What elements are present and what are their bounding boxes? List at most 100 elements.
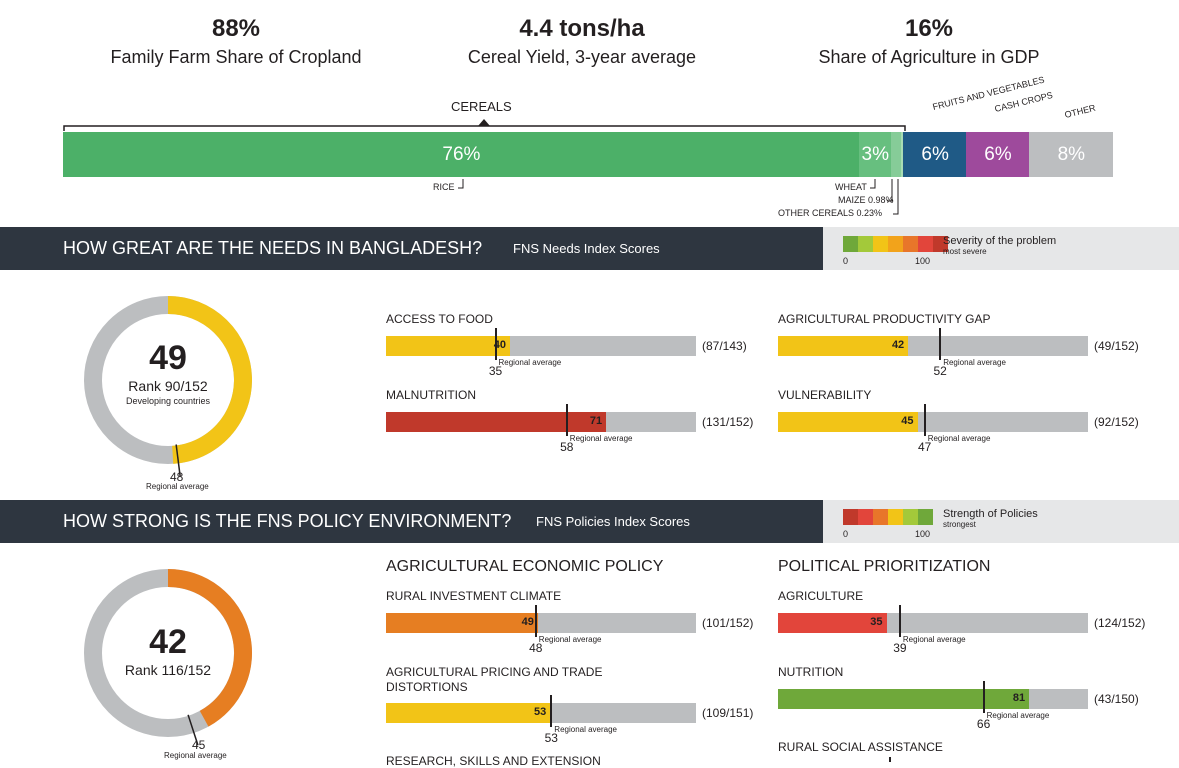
indicator-score: 53 [534, 706, 547, 718]
indicator-fill [778, 336, 909, 356]
indicator-track: 81 [778, 689, 1088, 709]
crop-segment-other-cereals [901, 132, 904, 177]
legend-swatch [933, 236, 948, 252]
crop-stacked-bar: 76% 3% 6% 6% 8% [63, 132, 1114, 177]
needs-group: Developing countries [125, 396, 211, 406]
wheat-sublabel: WHEAT [835, 182, 867, 192]
indicator-score: 35 [870, 616, 883, 628]
indicator-name: RURAL INVESTMENT CLIMATE [386, 589, 562, 603]
indicator-name: AGRICULTURAL PRICING AND TRADE [386, 665, 603, 679]
donut-regional-marker [187, 714, 199, 746]
regional-average-value: 47 [918, 440, 932, 454]
research-skills-label: RESEARCH, SKILLS AND EXTENSION [386, 754, 601, 768]
regional-average-value: 39 [893, 641, 907, 655]
policy-heading: HOW STRONG IS THE FNS POLICY ENVIRONMENT… [63, 511, 512, 531]
legend-swatch [918, 236, 933, 252]
indicator-fill [386, 613, 538, 633]
legend-min: 0 [843, 529, 849, 539]
indicator-score: 49 [521, 616, 534, 628]
regional-average-value: 35 [488, 364, 503, 378]
policy-header: HOW STRONG IS THE FNS POLICY ENVIRONMENT… [0, 500, 823, 543]
regional-average-value: 58 [560, 440, 574, 454]
section-political-prioritization: POLITICAL PRIORITIZATION [778, 558, 991, 575]
indicator-rank: (92/152) [1094, 415, 1139, 429]
indicator-rank: (43/150) [1094, 692, 1139, 706]
indicator-fill [778, 613, 887, 633]
indicator-track: 49 [386, 613, 696, 633]
needs-header: HOW GREAT ARE THE NEEDS IN BANGLADESH? F… [0, 227, 823, 270]
legend-title: Severity of the problem [943, 235, 1057, 247]
kpi-family-farm: 88% Family Farm Share of Cropland [66, 14, 406, 70]
policy-donut-center: 42 Rank 116/152 [84, 624, 252, 680]
donut-regional-marker [175, 444, 181, 477]
indicator-name-line2: DISTORTIONS [386, 680, 468, 694]
crop-segment-label: 6% [921, 144, 949, 165]
cut-marker [889, 757, 891, 762]
rice-sublabel: RICE [433, 182, 455, 192]
needs-regional-value: 48 [170, 470, 184, 484]
needs-donut-center: 49 Rank 90/152 Developing countries [84, 340, 252, 406]
indicator-rank: (131/152) [702, 415, 754, 429]
indicator-score: 81 [1012, 692, 1026, 704]
regional-average-marker [565, 404, 568, 436]
needs-donut [84, 296, 252, 477]
regional-average-value: 53 [544, 731, 558, 745]
policy-score: 42 [149, 623, 187, 661]
crop-top-labels: FRUITS AND VEGETABLES CASH CROPS OTHER [418, 75, 1138, 130]
legend-swatch [843, 509, 858, 525]
indicator-track: 35 [778, 613, 1088, 633]
indicator-track: 42 [778, 336, 1088, 356]
indicator-name: ACCESS TO FOOD [386, 312, 493, 326]
indicator-track: 53 [386, 703, 696, 723]
donut-score-arc [167, 569, 252, 727]
regional-average-value: 66 [976, 717, 991, 731]
regional-average-label: Regional average [498, 358, 562, 367]
indicator-score: 71 [589, 415, 603, 427]
kpi-value: 88% [211, 15, 261, 42]
needs-rank: Rank 90/152 [128, 378, 208, 394]
cereal-leader-lines [458, 179, 899, 215]
crop-segment-rice: 76% [63, 132, 860, 177]
legend-swatch [873, 509, 888, 525]
indicator-fill [778, 412, 918, 432]
crop-segment-fruits-and-vegetables: 6% [903, 132, 967, 177]
regional-average-label: Regional average [569, 434, 633, 443]
legend-swatch [903, 236, 918, 252]
donut-score-arc [167, 296, 252, 464]
indicator-fill [386, 412, 607, 432]
needs-heading: HOW GREAT ARE THE NEEDS IN BANGLADESH? [63, 238, 483, 258]
legend-swatch [873, 236, 888, 252]
legend-swatch [858, 509, 873, 525]
indicator-track: 40 [386, 336, 696, 356]
cereals-label: CEREALS [451, 99, 512, 114]
legend-swatch [858, 236, 873, 252]
kpi-label: Share of Agriculture in GDP [818, 47, 1040, 67]
maize-sublabel: MAIZE 0.98% [838, 195, 894, 205]
legend-swatch [888, 236, 903, 252]
indicator-rank: (87/143) [702, 339, 747, 353]
kpi-cereal-yield: 4.4 tons/ha Cereal Yield, 3-year average [412, 14, 752, 70]
crop-segment-other: 8% [1029, 132, 1114, 177]
indicator-fill [386, 703, 551, 723]
regional-average-label: Regional average [943, 358, 1006, 367]
indicator-fill [778, 689, 1030, 709]
regional-average-marker [939, 328, 942, 360]
indicator-name: AGRICULTURE [778, 589, 864, 603]
other-label: OTHER [1063, 102, 1097, 120]
legend-title: Strength of Policies [943, 508, 1038, 520]
kpi-label: Cereal Yield, 3-year average [467, 47, 697, 67]
regional-average-marker [550, 695, 553, 727]
indicator-score: 45 [901, 415, 914, 427]
strength-legend: Strength of Policies strongest 0 100 [823, 500, 1179, 543]
regional-average-marker [923, 404, 926, 436]
legend-max: 100 [915, 529, 931, 539]
crop-segment-label: 8% [1057, 144, 1086, 165]
indicator-name: AGRICULTURAL PRODUCTIVITY GAP [778, 312, 991, 326]
legend-swatch [903, 509, 918, 525]
policy-regional-value: 45 [192, 738, 206, 752]
regional-average-value: 52 [933, 364, 947, 378]
indicator-rank: (101/152) [702, 616, 754, 630]
policy-subheading: FNS Policies Index Scores [536, 514, 690, 529]
needs-score: 49 [149, 339, 187, 377]
indicator-track: 71 [386, 412, 696, 432]
